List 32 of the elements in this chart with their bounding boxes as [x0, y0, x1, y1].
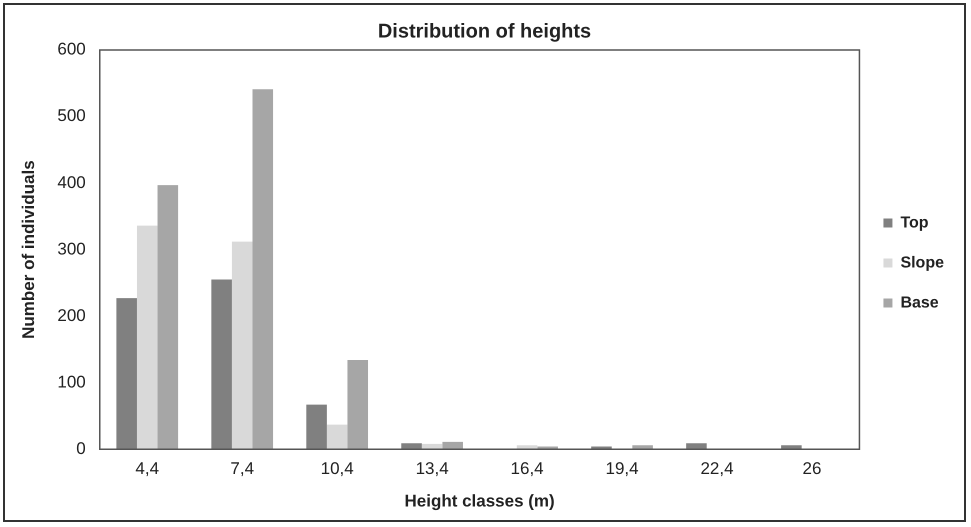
bar: [232, 242, 252, 450]
bar: [158, 185, 178, 450]
legend-label: Base: [900, 294, 939, 312]
bar: [116, 298, 137, 450]
x-tick-label: 13,4: [416, 459, 449, 478]
bar: [136, 226, 158, 450]
bar: [306, 404, 327, 450]
y-axis-title: Number of individuals: [18, 160, 38, 339]
bar: [686, 443, 707, 450]
x-tick-label: 7,4: [230, 459, 254, 478]
bar: [211, 280, 232, 450]
y-tick-label: 600: [57, 40, 86, 59]
x-tick-label: 22,4: [700, 459, 734, 478]
legend-label: Slope: [900, 254, 944, 272]
legend-label: Top: [900, 214, 929, 232]
y-tick-label: 100: [57, 372, 86, 392]
bar: [401, 443, 422, 450]
x-tick-label: 10,4: [320, 459, 354, 478]
y-tick-label: 300: [57, 239, 86, 258]
bar: [326, 424, 348, 450]
x-tick-label: 26: [802, 459, 822, 478]
chart-title: Distribution of heights: [378, 20, 592, 43]
y-tick-label: 0: [76, 438, 86, 458]
x-axis-title: Height classes (m): [404, 491, 555, 510]
y-tick-label: 500: [57, 106, 86, 126]
y-tick-label: 200: [57, 306, 86, 325]
bar: [252, 89, 274, 450]
x-tick-label: 4,4: [135, 459, 160, 478]
bar: [347, 360, 368, 450]
x-tick-label: 16,4: [510, 459, 544, 478]
y-tick-label: 400: [57, 172, 86, 192]
x-tick-label: 19,4: [605, 459, 639, 478]
